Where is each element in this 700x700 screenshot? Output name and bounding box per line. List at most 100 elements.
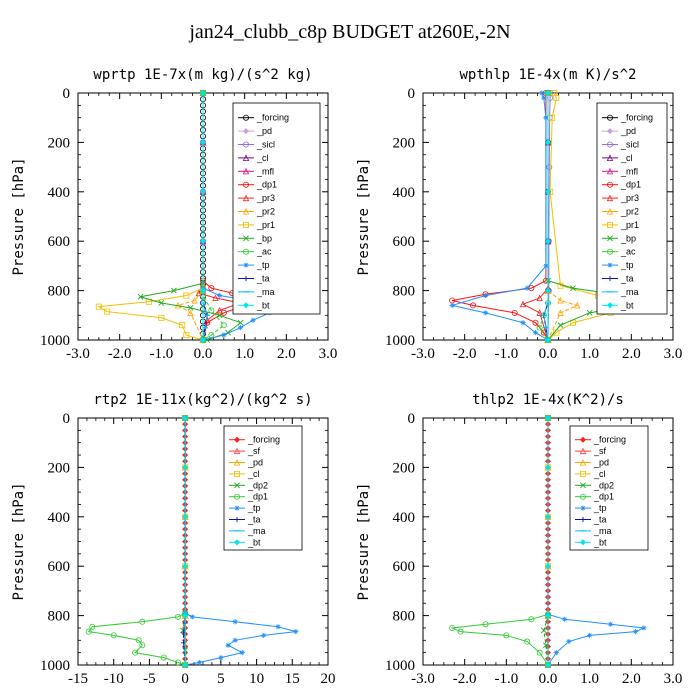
x-tick-label: -2.0 — [108, 346, 132, 362]
legend-entry: _dp2 — [229, 480, 268, 490]
series-bt — [199, 89, 207, 344]
legend-label: _forcing — [256, 113, 289, 123]
x-tick-label: -3.0 — [411, 346, 435, 362]
legend-entry: _ma — [238, 287, 275, 297]
legend-entry: _cl — [229, 469, 260, 479]
legend-label: _bp — [620, 233, 636, 243]
x-tick-label: 3.0 — [319, 346, 338, 362]
legend-label: _forcing — [247, 435, 280, 445]
legend-entry: _sicl — [602, 140, 639, 150]
y-tick-label: 400 — [393, 185, 416, 201]
legend-entry: _dp1 — [238, 180, 277, 190]
legend-label: _sf — [247, 446, 261, 456]
legend-entry: _ma — [575, 526, 612, 536]
legend-label: _pr3 — [256, 193, 275, 203]
legend-entry: _cl — [602, 153, 633, 163]
panel-title: wpthlp 1E-4x(m K)/s^2 — [459, 67, 636, 83]
legend-label: _bt — [256, 300, 270, 310]
legend-label: _dp1 — [247, 492, 268, 502]
legend-entry: _pr1 — [602, 220, 639, 230]
legend-entry: _tp — [229, 503, 261, 513]
x-tick-label: 0.0 — [539, 346, 558, 362]
y-axis-label: Pressure [hPa] — [11, 157, 27, 275]
legend-label: _ta — [247, 515, 261, 525]
y-axis-label: Pressure [hPa] — [356, 482, 372, 600]
legend-box — [569, 425, 649, 551]
legend-label: _tp — [620, 260, 634, 270]
legend-label: _pd — [620, 126, 636, 136]
legend-entry: _ta — [229, 515, 261, 525]
series-line — [87, 418, 186, 666]
series-bt — [182, 414, 189, 669]
legend-label: _ma — [620, 287, 639, 297]
legend-label: _bt — [593, 537, 607, 547]
y-tick-label: 600 — [48, 559, 71, 575]
legend-label: _pd — [593, 458, 609, 468]
legend-entry: _pd — [229, 458, 263, 468]
series-bp — [137, 90, 244, 343]
y-tick-label: 200 — [393, 460, 416, 476]
series-bt — [544, 89, 552, 344]
series-line — [450, 418, 549, 666]
x-tick-label: 0.0 — [194, 346, 213, 362]
x-tick-label: 0.0 — [539, 671, 558, 687]
legend-entry: _sicl — [238, 140, 275, 150]
legend-entry: _mfl — [602, 166, 638, 176]
x-tick-label: 1.0 — [235, 346, 254, 362]
legend-label: _forcing — [620, 113, 653, 123]
legend: _forcing_sf _pd_cl_dp2 _dp1_tp _ta_ma_bt — [223, 425, 303, 551]
legend-label: _forcing — [593, 435, 626, 445]
legend-label: _ma — [256, 287, 275, 297]
legend-entry: _pd — [238, 126, 272, 136]
x-tick-label: 10 — [249, 671, 264, 687]
legend-label: _ma — [247, 526, 266, 536]
legend-label: _pd — [247, 458, 263, 468]
y-tick-label: 800 — [48, 284, 71, 300]
legend-label: _ta — [620, 274, 634, 284]
x-tick-label: 5 — [217, 671, 225, 687]
legend-box — [223, 425, 303, 551]
legend-label: _pr3 — [620, 193, 639, 203]
x-tick-label: 2.0 — [622, 346, 641, 362]
legend-entry: _ma — [229, 526, 266, 536]
legend-label: _ta — [256, 274, 270, 284]
y-tick-label: 1000 — [40, 333, 70, 349]
y-tick-label: 600 — [393, 234, 416, 250]
y-tick-label: 400 — [393, 510, 416, 526]
x-tick-label: -3.0 — [66, 346, 90, 362]
legend-entry: _bt — [602, 300, 634, 310]
legend-label: _sf — [593, 446, 607, 456]
legend-entry: _pr1 — [238, 220, 275, 230]
legend-label: _dp1 — [593, 492, 614, 502]
legend-label: _sicl — [256, 140, 275, 150]
x-tick-label: 1.0 — [580, 346, 599, 362]
legend-entry: _forcing — [238, 113, 289, 123]
legend-entry: _forcing — [229, 435, 280, 445]
x-tick-label: 2.0 — [277, 346, 296, 362]
legend-label: _bt — [247, 537, 261, 547]
legend-entry: _bp — [238, 233, 272, 243]
legend-entry: _tp — [238, 260, 270, 270]
y-tick-label: 200 — [393, 135, 416, 151]
y-tick-label: 200 — [48, 135, 71, 151]
x-tick-label: 15 — [285, 671, 300, 687]
legend-label: _pr2 — [256, 207, 275, 217]
x-tick-label: -2.0 — [453, 346, 477, 362]
y-tick-label: 1000 — [385, 333, 415, 349]
y-tick-label: 0 — [63, 86, 71, 102]
series-line — [202, 93, 225, 341]
series-dp1 — [449, 90, 552, 343]
legend-entry: _pr2 — [602, 207, 639, 217]
series-line — [452, 93, 549, 341]
legend-label: _pr1 — [620, 220, 639, 230]
legend-label: _tp — [247, 503, 261, 513]
legend-label: _ac — [256, 247, 272, 257]
legend-label: _sicl — [620, 140, 639, 150]
y-tick-label: 1000 — [385, 658, 415, 674]
legend-entry: _ta — [575, 515, 607, 525]
legend-entry: _bt — [229, 537, 261, 547]
legend-entry: _forcing — [602, 113, 653, 123]
x-tick-label: -3.0 — [411, 671, 435, 687]
legend-label: _pr1 — [256, 220, 275, 230]
series-dp1 — [85, 414, 189, 669]
